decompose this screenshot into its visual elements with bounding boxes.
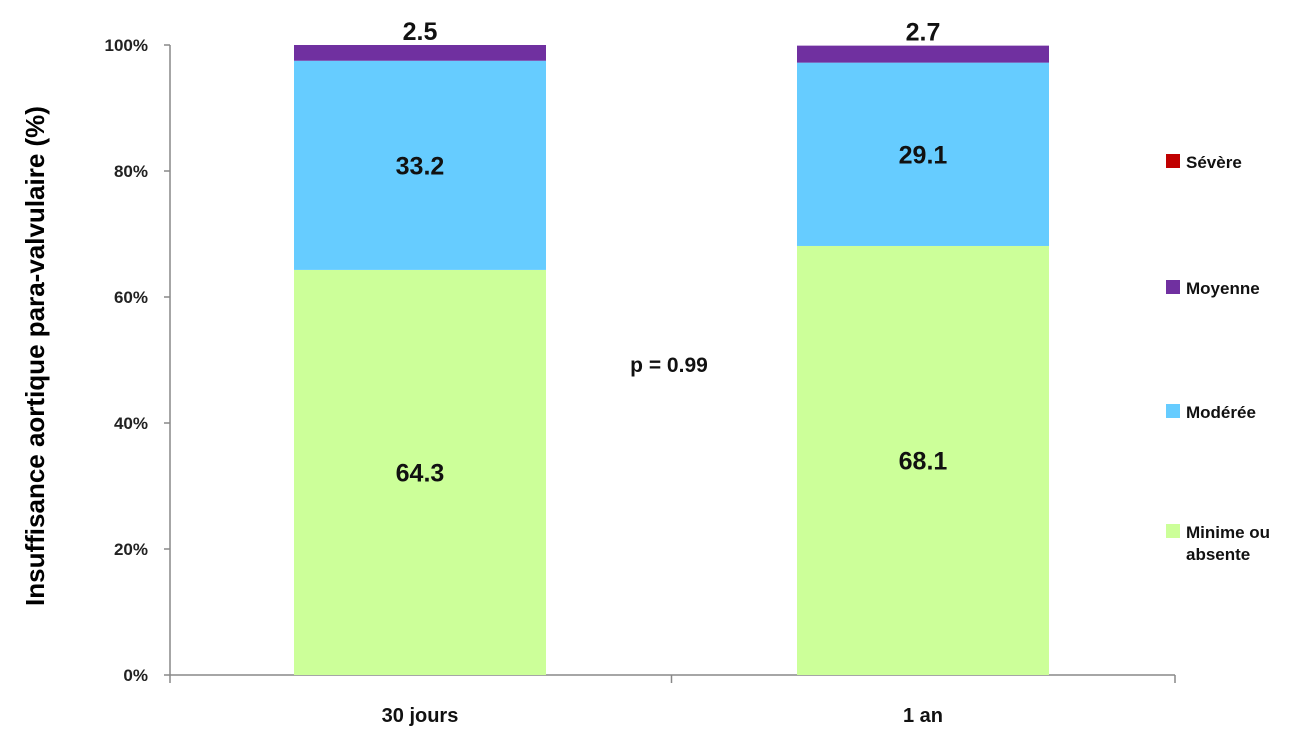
y-tick-label: 60% (114, 288, 148, 307)
x-category-label: 30 jours (382, 705, 459, 727)
bar-segment (797, 45, 1049, 63)
legend-swatch (1166, 524, 1180, 538)
data-label: 2.7 (906, 19, 941, 47)
legend-swatch (1166, 280, 1180, 294)
bar-segment (294, 45, 546, 61)
data-label: 68.1 (899, 447, 948, 475)
bar-segment (294, 60, 546, 270)
legend-label: Minime ou (1186, 523, 1270, 542)
y-tick-label: 100% (105, 36, 148, 55)
y-tick-label: 80% (114, 162, 148, 181)
bar-segment (797, 245, 1049, 675)
legend-swatch (1166, 404, 1180, 418)
y-tick-label: 20% (114, 540, 148, 559)
data-label: 2.5 (403, 18, 438, 46)
y-tick-label: 40% (114, 414, 148, 433)
legend-swatch (1166, 154, 1180, 168)
y-axis-title: Insuffisance aortique para-valvulaire (%… (20, 106, 50, 606)
legend-label: Moyenne (1186, 279, 1260, 298)
bar-segment (294, 269, 546, 675)
bar-segment (797, 62, 1049, 246)
data-label: 33.2 (396, 152, 445, 180)
legend-label: Sévère (1186, 153, 1242, 172)
legend-label: Modérée (1186, 403, 1256, 422)
data-label: 64.3 (396, 459, 445, 487)
p-value-annotation: p = 0.99 (630, 354, 708, 377)
x-category-label: 1 an (903, 705, 943, 727)
legend-label: absente (1186, 545, 1250, 564)
y-tick-label: 0% (123, 666, 148, 685)
data-label: 29.1 (899, 141, 948, 169)
